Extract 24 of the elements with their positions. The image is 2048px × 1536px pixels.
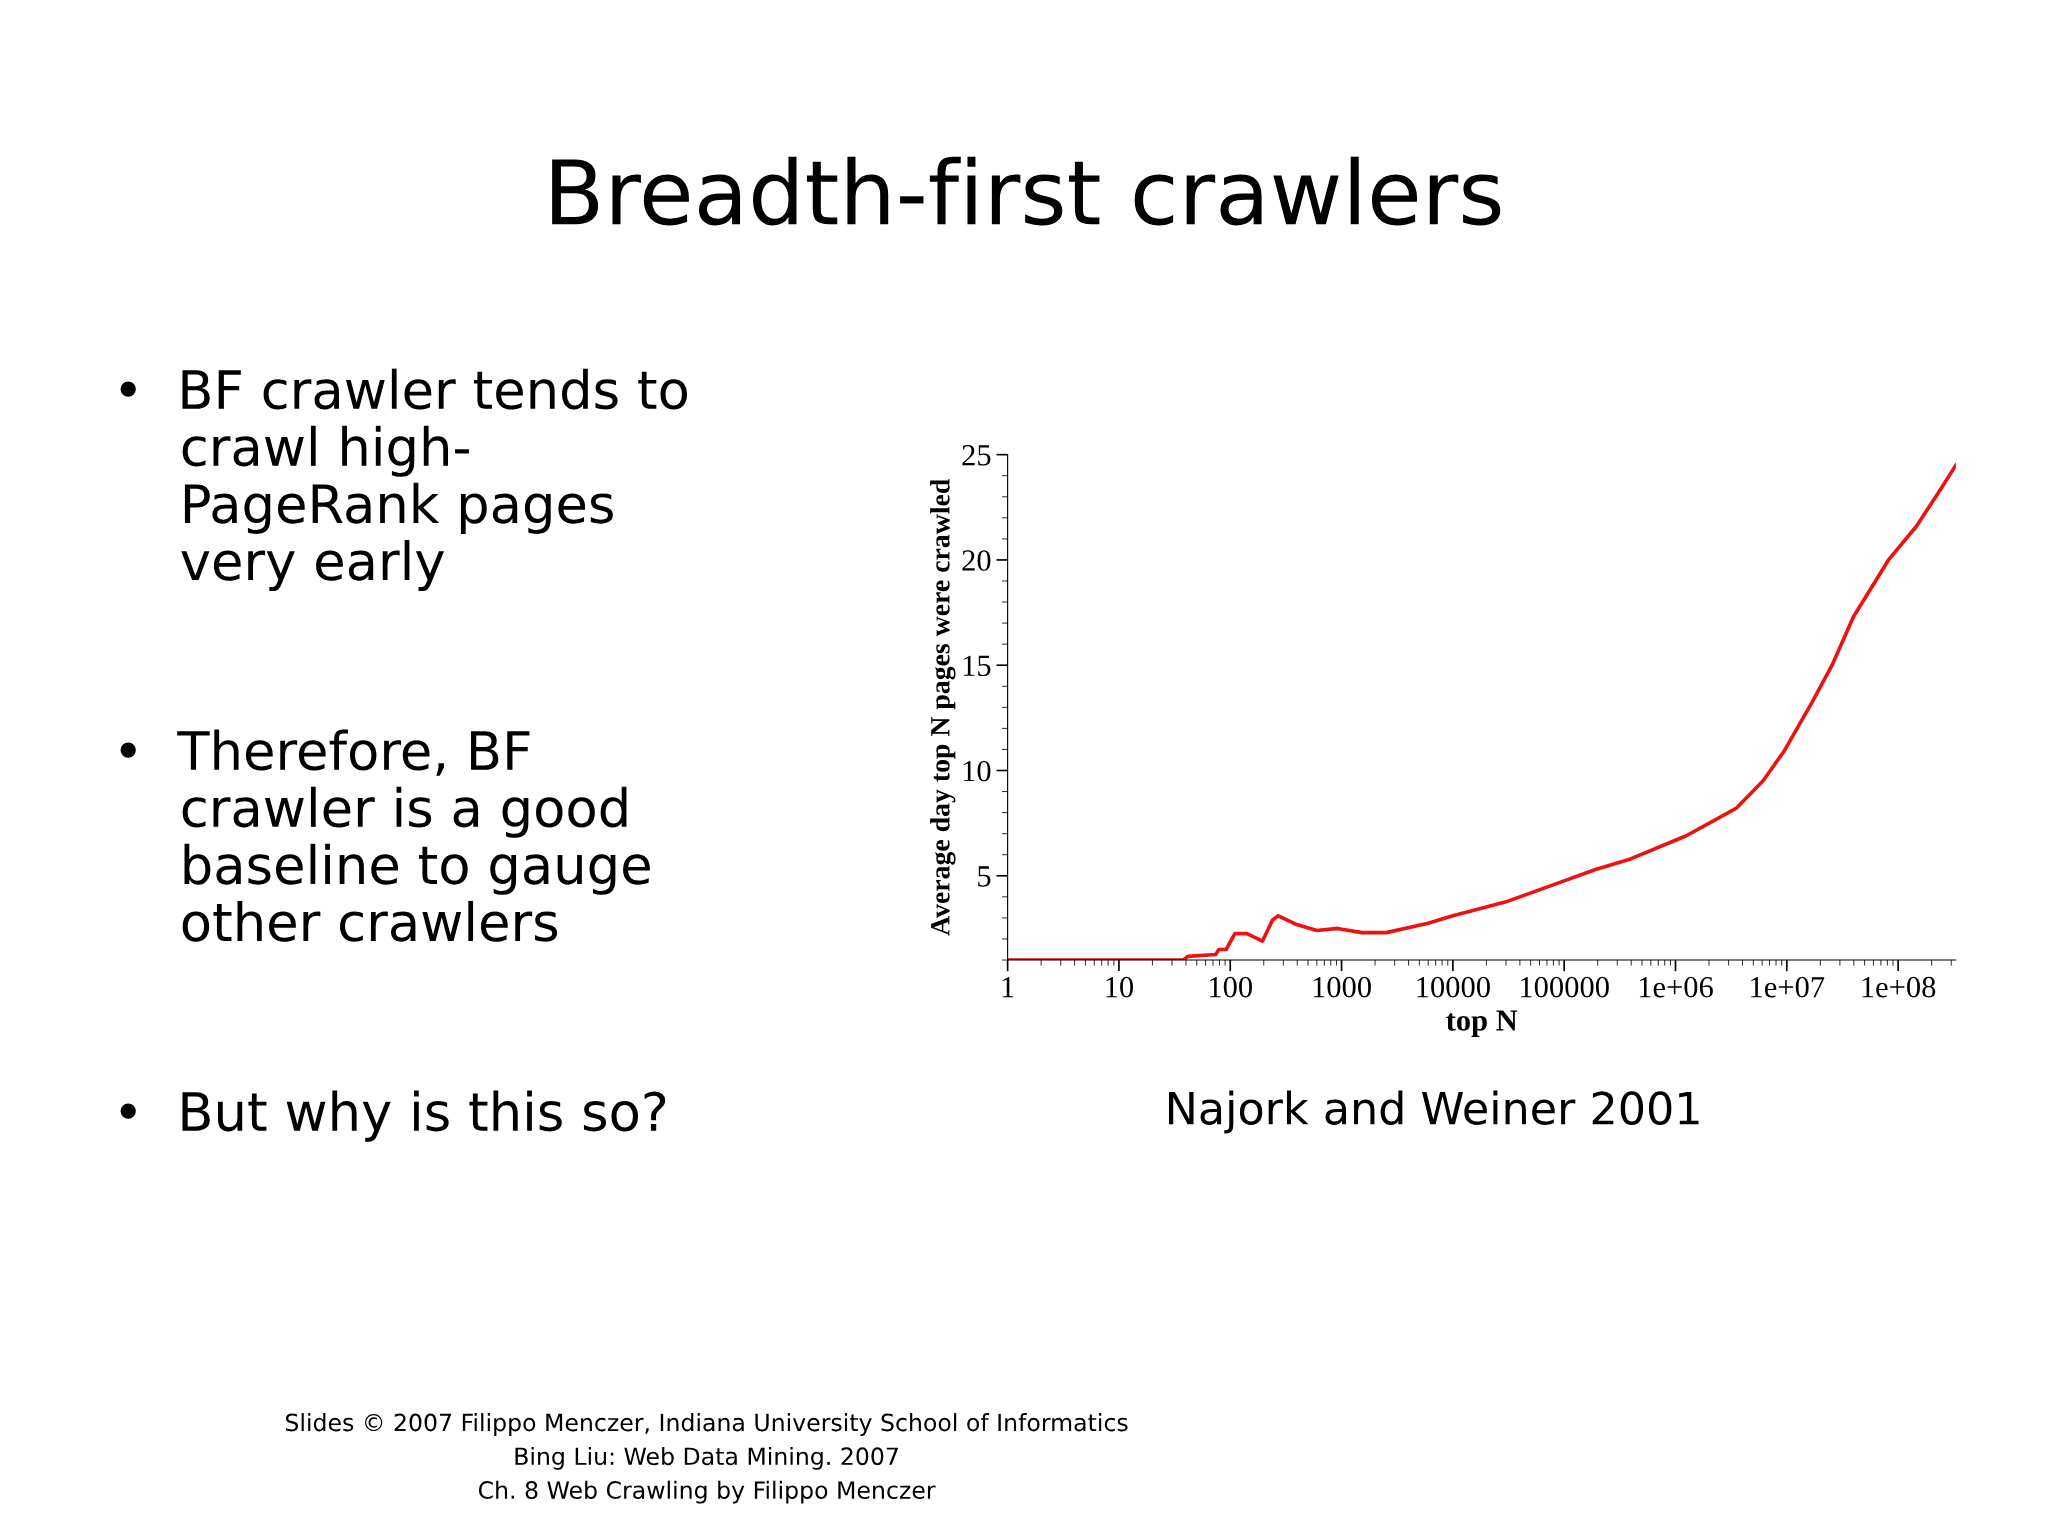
text: Ch. 8 Web Crawling by Filippo Menczer [478, 1480, 936, 1504]
text: Slides © 2007 Filippo Menczer, Indiana University School of Informatics [285, 1413, 1128, 1436]
y-tick-label: 15 [963, 655, 991, 677]
text: • BF crawler tends to crawl high- PageRank pages very early [120, 368, 687, 591]
x-tick-label: 10 [1106, 976, 1134, 998]
text: • Therefore, BF crawler is a good baseline to gauge other crawlers [120, 729, 650, 942]
x-tick-label: 100000 [1521, 976, 1609, 998]
text: • But why is this so? [120, 1090, 666, 1142]
y-tick-label: 25 [962, 445, 991, 466]
text: Najork and Weiner 2001 [1168, 1090, 1699, 1134]
chart-title: Breadth-first crawlers [552, 156, 1501, 226]
x-tick-label: 1000 [1313, 976, 1371, 998]
text: Bing Liu: Web Data Mining. 2007 [515, 1446, 898, 1470]
x-axis-title: top N [1446, 1010, 1518, 1037]
x-tick-label: 100 [1210, 976, 1252, 998]
y-tick-label: 10 [963, 760, 991, 782]
y-axis-title: Average day top N pages were crawled [930, 479, 956, 936]
x-tick-label: 1e+06 [1639, 976, 1713, 998]
y-tick-label: 20 [962, 550, 991, 571]
x-tick-label: 1e+07 [1751, 976, 1825, 998]
y-tick-label: 5 [978, 866, 991, 887]
x-tick-label: 10000 [1417, 976, 1490, 998]
x-tick-label: 1e+08 [1862, 976, 1936, 998]
x-tick-label: 1 [1002, 977, 1014, 998]
